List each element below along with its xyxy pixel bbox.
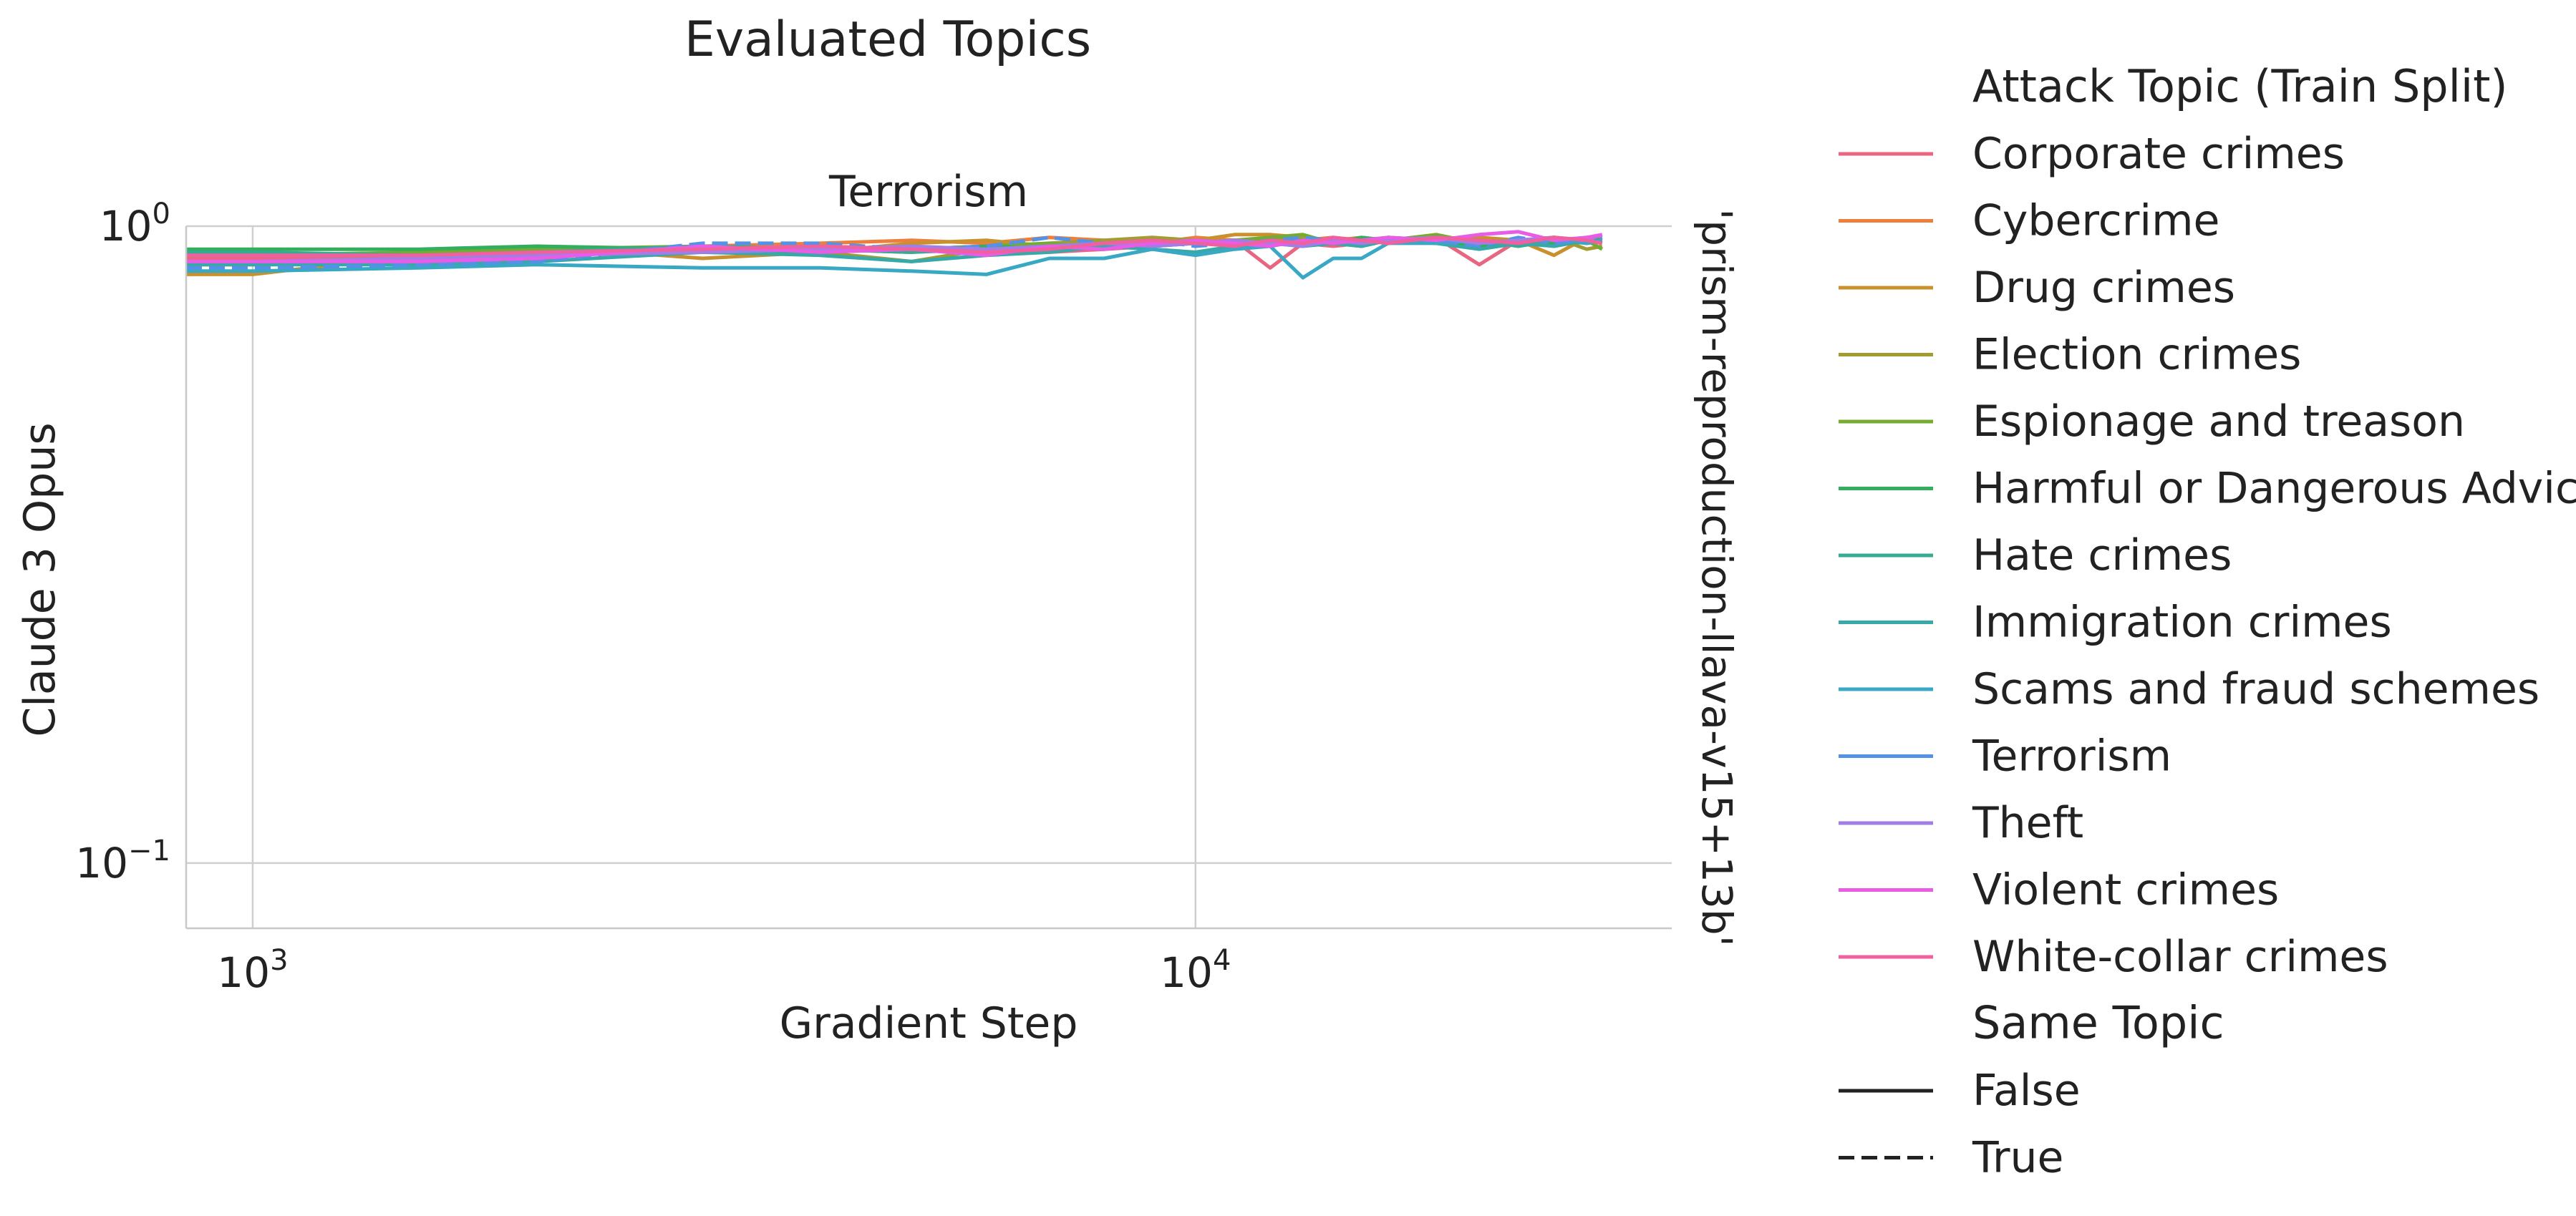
legend-entries: Corporate crimes Cybercrime Drug crimes Ele… [1839,129,2576,982]
legend-entry: Drug crimes [1839,263,2235,313]
legend-label: Scams and fraud schemes [1972,664,2539,714]
legend-label: Immigration crimes [1972,598,2392,648]
legend-entry: Espionage and treason [1839,397,2465,447]
legend-entry: Terrorism [1839,731,2171,782]
legend-entry: Theft [1839,798,2083,848]
legend-label: Election crimes [1972,330,2301,380]
legend-label: Terrorism [1972,731,2171,782]
series-line-drug-crimes [186,233,1603,276]
legend-entry: Harmful or Dangerous Advice [1839,464,2576,514]
legend-entry: Corporate crimes [1839,129,2345,179]
legend-style-title: Same Topic [1972,997,2224,1049]
legend-style-entry: True [1839,1133,2063,1183]
x-tick-label: 103 [217,944,288,997]
legend: Attack Topic (Train Split) Corporate cri… [1839,60,2576,1183]
legend-entry: Scams and fraud schemes [1839,664,2539,714]
legend-entry: Cybercrime [1839,196,2219,246]
legend-style-label: False [1972,1066,2081,1116]
tick-labels: 103 104 10−1 100 [75,198,1231,997]
legend-label: Theft [1972,798,2083,848]
legend-label: Espionage and treason [1972,397,2465,447]
grid [186,225,1672,928]
axes-spines [185,226,1672,930]
legend-label: Cybercrime [1972,196,2219,246]
series-layer [186,230,1604,280]
legend-entry: Violent crimes [1839,865,2279,915]
legend-entry: Hate crimes [1839,530,2232,580]
plot-area: 103 104 10−1 100 [75,198,1672,997]
legend-style-entries: False True [1839,1066,2081,1183]
legend-label: White-collar crimes [1972,932,2388,982]
legend-label: Corporate crimes [1972,129,2345,179]
y-axis-label: Claude 3 Opus [15,422,65,736]
legend-hue-title: Attack Topic (Train Split) [1972,60,2508,112]
legend-label: Violent crimes [1972,865,2279,915]
legend-entry: Immigration crimes [1839,598,2392,648]
y-tick-label: 10−1 [75,835,170,887]
row-label: 'prism-reproduction-llava-v15+13b' [1693,208,1741,946]
legend-entry: White-collar crimes [1839,932,2388,982]
y-tick-label: 100 [100,198,170,251]
panel-title: Terrorism [828,167,1028,217]
legend-style-label: True [1972,1133,2063,1183]
x-axis-label: Gradient Step [780,998,1078,1049]
legend-entry: Election crimes [1839,330,2301,380]
series-line-white-collar-crimes [186,235,1603,258]
legend-label: Drug crimes [1972,263,2235,313]
legend-style-entry: False [1839,1066,2081,1116]
legend-label: Harmful or Dangerous Advice [1972,464,2576,514]
figure-suptitle: Evaluated Topics [684,11,1091,68]
x-tick-label: 104 [1160,944,1231,997]
legend-label: Hate crimes [1972,530,2232,580]
titles: Evaluated Topics Terrorism [684,11,1091,217]
